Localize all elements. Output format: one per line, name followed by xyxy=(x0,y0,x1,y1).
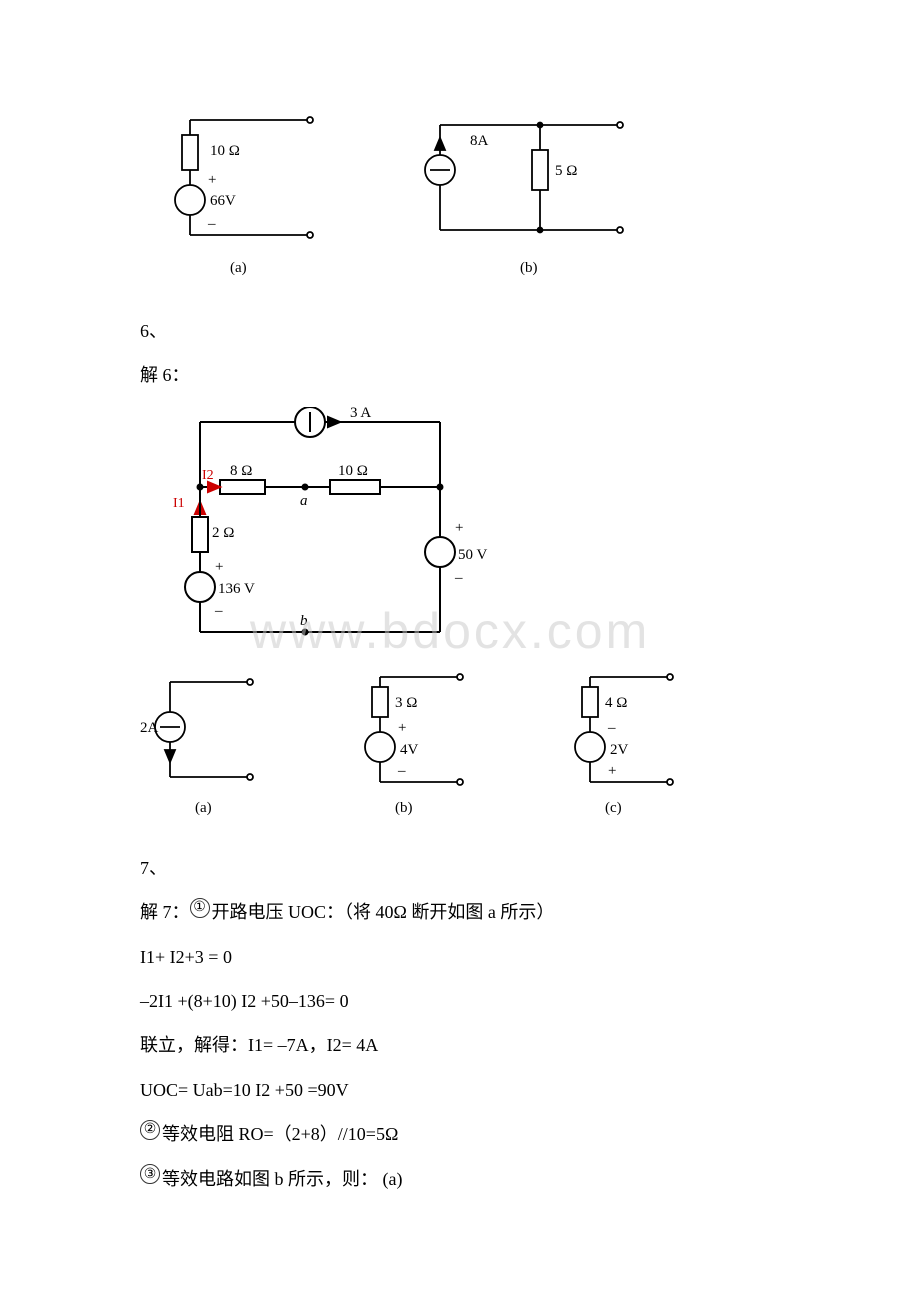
v2-label: 2V xyxy=(610,742,629,758)
current-label: 8A xyxy=(470,133,489,149)
solution-line-1: 解 7：①开路电压 UOC：（将 40Ω 断开如图 a 所示） xyxy=(140,896,780,928)
sol7-rest6: 等效电阻 RO=（2+8）//10=5Ω xyxy=(162,1124,398,1144)
section-7-number: 7、 xyxy=(140,852,780,884)
main-circuit: 3 A I2 I1 8 Ω 10 Ω a b 2 Ω + 136 V – + 5… xyxy=(140,407,500,657)
minus-sign: – xyxy=(207,216,216,232)
current-3a: 3 A xyxy=(350,407,371,421)
solution-line-6: ②等效电阻 RO=（2+8）//10=5Ω xyxy=(140,1118,780,1150)
node-b: b xyxy=(300,613,308,629)
sup-1: ① xyxy=(190,898,210,918)
solution-6-label: 解 6： xyxy=(140,359,780,391)
subfig-a: (a) xyxy=(195,800,212,816)
solution-line-5: UOC= Uab=10 I2 +50 =90V xyxy=(140,1074,780,1106)
solution-line-7: ③等效电路如图 b 所示，则： (a) xyxy=(140,1163,780,1195)
subfig-label: (a) xyxy=(230,260,247,276)
resistor-label: 10 Ω xyxy=(210,143,240,159)
top-circuits-row: 10 Ω + 66V – (a) xyxy=(140,100,780,280)
main-circuit-container: 3 A I2 I1 8 Ω 10 Ω a b 2 Ω + 136 V – + 5… xyxy=(140,407,780,657)
circuit-top-b: 8A 5 Ω (b) xyxy=(400,100,650,280)
sup-3: ③ xyxy=(140,1164,160,1184)
source-label: 66V xyxy=(210,193,236,209)
solution-line-3: –2I1 +(8+10) I2 +50–136= 0 xyxy=(140,985,780,1017)
solution-line-4: 联立，解得：I1= –7A，I2= 4A xyxy=(140,1029,780,1061)
sol7-rest1: 开路电压 UOC：（将 40Ω 断开如图 a 所示） xyxy=(212,902,555,922)
v50-label: 50 V xyxy=(458,547,487,563)
r8-label: 8 Ω xyxy=(230,463,252,479)
svg-text:+: + xyxy=(455,520,463,536)
v136-label: 136 V xyxy=(218,581,255,597)
bottom-circuits-row: 2A (a) 3 Ω + 4V – (b) xyxy=(140,662,780,822)
v4-label: 4V xyxy=(400,742,419,758)
svg-text:–: – xyxy=(607,720,616,736)
circuit-top-a: 10 Ω + 66V – (a) xyxy=(140,100,340,280)
circuit-bottom-c: 4 Ω – 2V + (c) xyxy=(530,662,690,822)
current-2a: 2A xyxy=(140,720,159,736)
r2-label: 2 Ω xyxy=(212,525,234,541)
circuit-bottom-a: 2A (a) xyxy=(140,662,270,822)
resistor-label: 5 Ω xyxy=(555,163,577,179)
subfig-c: (c) xyxy=(605,800,622,816)
subfig-b: (b) xyxy=(395,800,413,816)
i2-label: I2 xyxy=(202,468,214,483)
svg-text:+: + xyxy=(215,559,223,575)
svg-text:+: + xyxy=(608,763,616,779)
svg-text:+: + xyxy=(398,720,406,736)
sol7-rest7: 等效电路如图 b 所示，则： (a) xyxy=(162,1169,402,1189)
plus-sign: + xyxy=(208,172,216,188)
subfig-label: (b) xyxy=(520,260,538,276)
svg-text:–: – xyxy=(454,570,463,586)
svg-text:–: – xyxy=(214,603,223,619)
solution-line-2: I1+ I2+3 = 0 xyxy=(140,941,780,973)
sup-2: ② xyxy=(140,1120,160,1140)
svg-text:–: – xyxy=(397,763,406,779)
i1-label: I1 xyxy=(173,496,185,511)
node-a: a xyxy=(300,493,308,509)
section-6-number: 6、 xyxy=(140,315,780,347)
sol7-prefix: 解 7： xyxy=(140,902,190,922)
r10-label: 10 Ω xyxy=(338,463,368,479)
r3-label: 3 Ω xyxy=(395,695,417,711)
r4-label: 4 Ω xyxy=(605,695,627,711)
circuit-bottom-b: 3 Ω + 4V – (b) xyxy=(320,662,480,822)
